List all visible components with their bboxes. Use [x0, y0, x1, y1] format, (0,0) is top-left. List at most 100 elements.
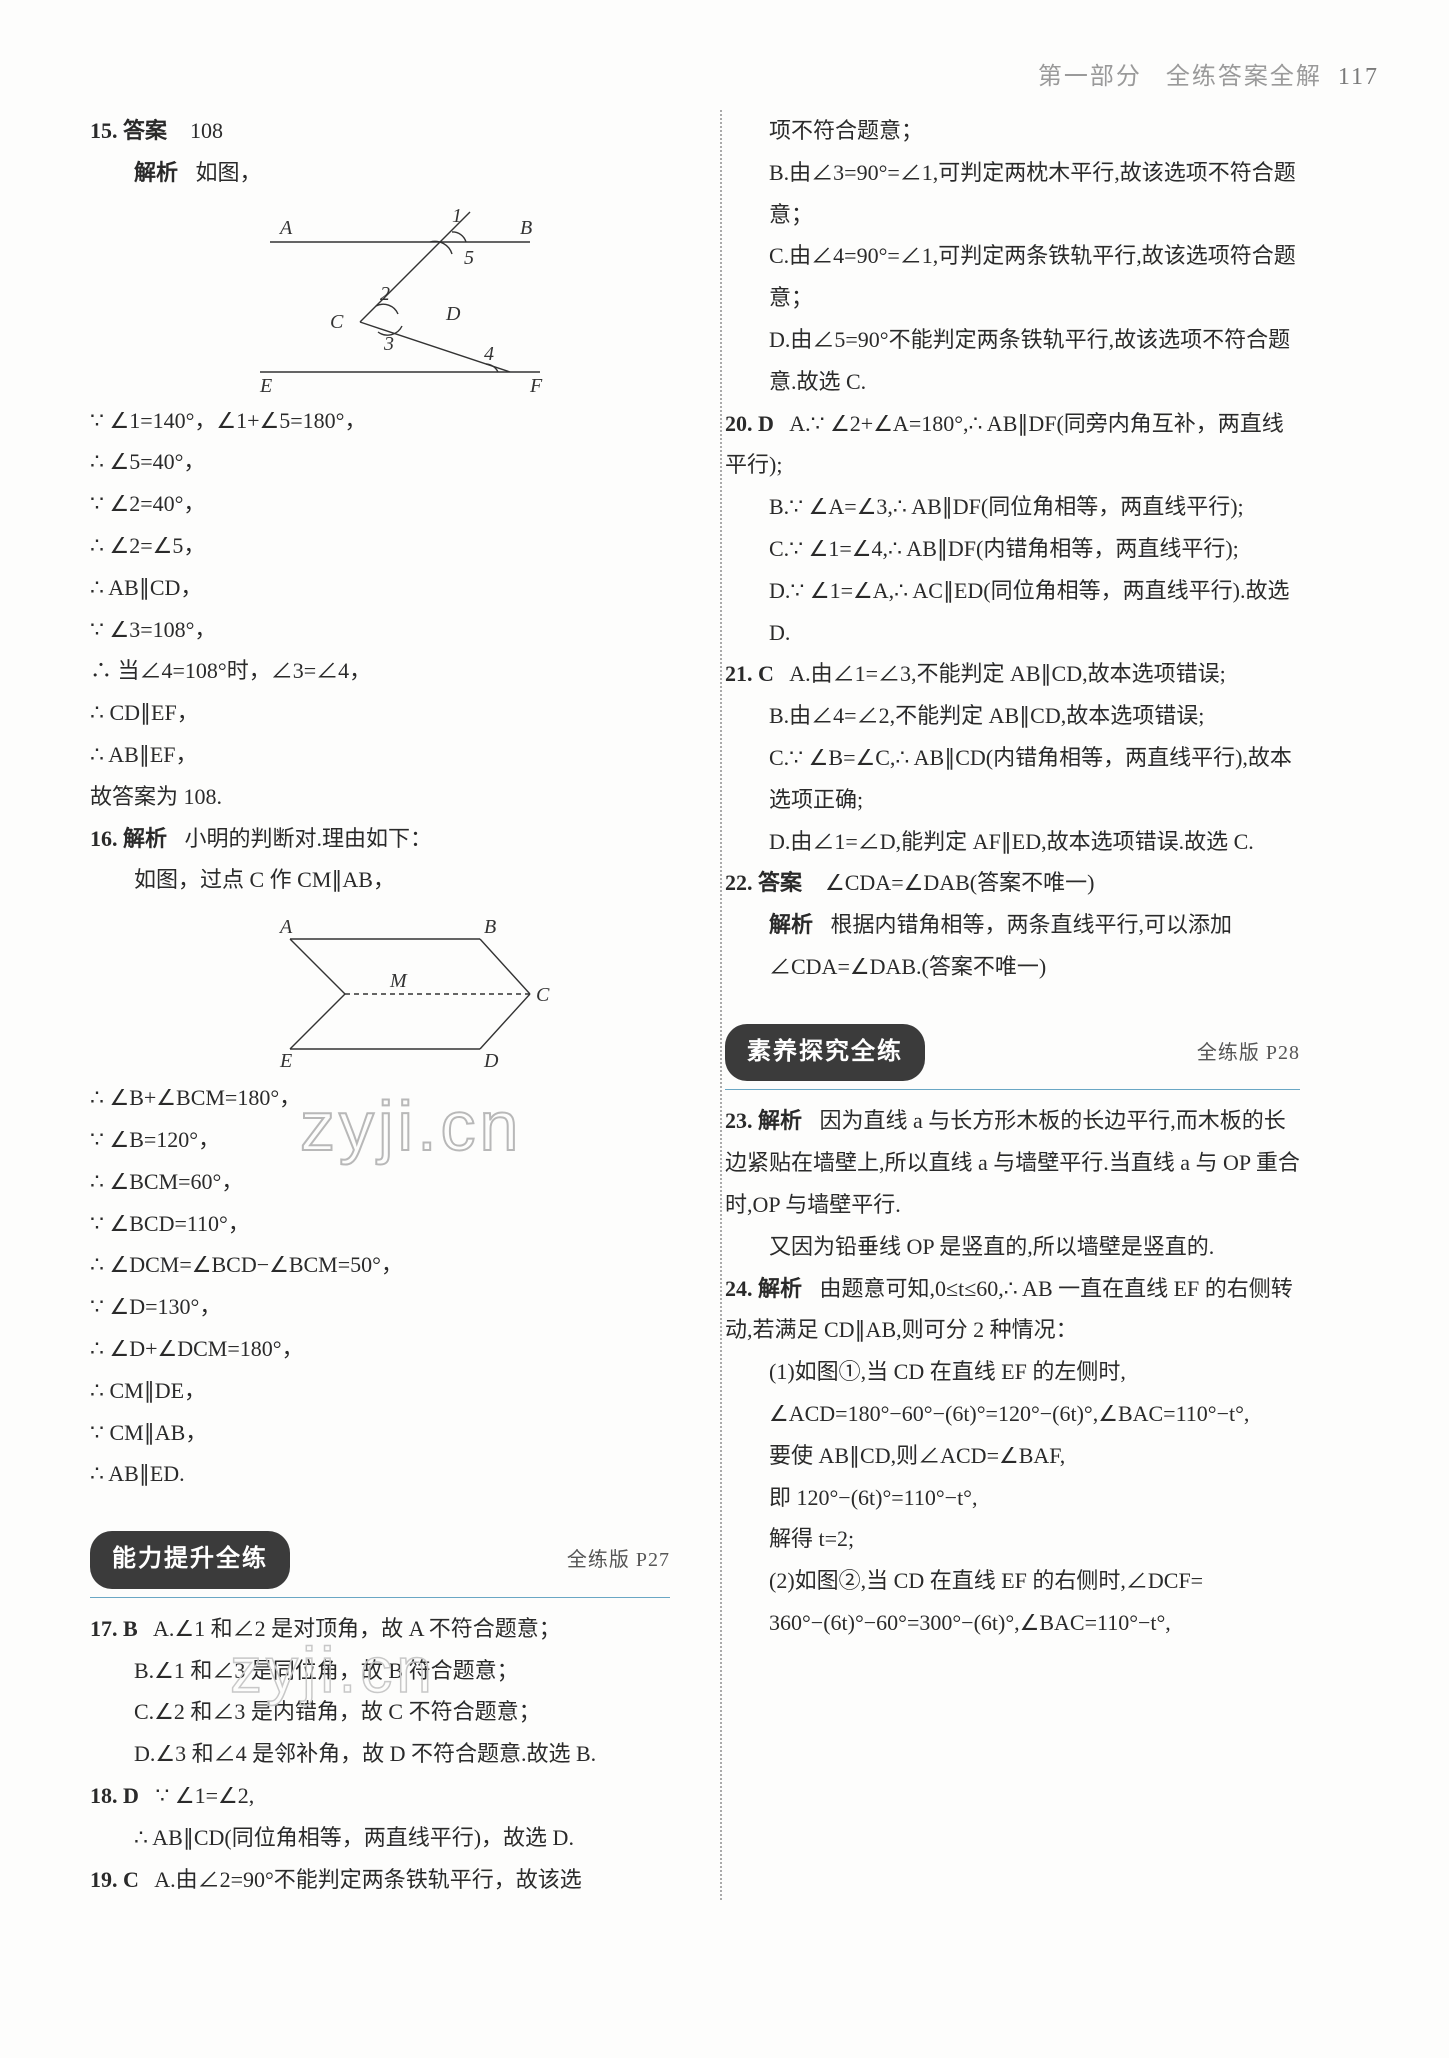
q15-l6: ∴ 当∠4=108°时，∠3=∠4， [90, 650, 670, 692]
left-column: 15. 答案 108 解析 如图， A B C D [90, 110, 695, 1900]
page-number: 117 [1338, 64, 1379, 90]
q20-head: 20. D A.∵ ∠2+∠A=180°,∴ AB∥DF(同旁内角互补，两直线平… [725, 403, 1300, 487]
q17-head: 17. B A.∠1 和∠2 是对顶角，故 A 不符合题意； [90, 1608, 670, 1650]
q19-D: D.由∠5=90°不能判定两条铁轨平行,故该选项不符合题意.故选 C. [725, 319, 1300, 403]
svg-text:5: 5 [464, 247, 474, 269]
q22-answer: ∠CDA=∠DAB(答案不唯一) [825, 870, 1094, 895]
q20-B: B.∵ ∠A=∠3,∴ AB∥DF(同位角相等，两直线平行); [725, 486, 1300, 528]
q19-A: A.由∠2=90°不能判定两条铁轨平行，故该选 [154, 1867, 582, 1892]
q18-head: 18. D ∵ ∠1=∠2, [90, 1775, 670, 1817]
q15-head: 15. 答案 108 [90, 110, 670, 152]
analysis-label: 解析 [769, 912, 813, 937]
q15-number: 15. [90, 118, 118, 143]
svg-text:2: 2 [380, 283, 390, 305]
q19-A2: 项不符合题意； [725, 110, 1300, 152]
q19-number: 19. [90, 1867, 118, 1892]
section-ability-ref: 全练版 P27 [567, 1541, 670, 1579]
q21-answer: C [758, 661, 774, 686]
q16-figure: A B C D E M [130, 909, 670, 1069]
two-column-layout: 15. 答案 108 解析 如图， A B C D [90, 110, 1389, 1900]
q15-jiexi-intro: 如图， [196, 160, 262, 185]
q17-B: B.∠1 和∠3 是同位角，故 B 符合题意； [90, 1650, 670, 1692]
q16-number: 16. [90, 826, 118, 851]
svg-text:E: E [259, 375, 272, 392]
svg-text:1: 1 [452, 205, 462, 227]
q24-p1a: (1)如图①,当 CD 在直线 EF 的左侧时, [725, 1351, 1300, 1393]
q17-C: C.∠2 和∠3 是内错角，故 C 不符合题意； [90, 1691, 670, 1733]
analysis-label: 解析 [758, 1108, 802, 1133]
q15-answer: 108 [190, 118, 223, 143]
svg-text:A: A [278, 916, 293, 938]
q21-A: A.由∠1=∠3,不能判定 AB∥CD,故本选项错误; [789, 661, 1226, 686]
q16-l7: ∴ CM∥DE， [90, 1370, 670, 1412]
header-part: 第一部分 [1038, 64, 1142, 90]
q22-jx: 解析 根据内错角相等，两条直线平行,可以添加∠CDA=∠DAB.(答案不唯一) [725, 904, 1300, 988]
svg-text:3: 3 [383, 333, 394, 355]
q15-figure: A B C D E F 1 5 2 3 4 [130, 202, 670, 392]
svg-text:C: C [330, 311, 344, 333]
q19-answer: C [123, 1867, 139, 1892]
q19-head: 19. C A.由∠2=90°不能判定两条铁轨平行，故该选 [90, 1859, 670, 1901]
right-column: 项不符合题意； B.由∠3=90°=∠1,可判定两枕木平行,故该选项不符合题意；… [695, 110, 1300, 1900]
q22-jx-text: 根据内错角相等，两条直线平行,可以添加∠CDA=∠DAB.(答案不唯一) [769, 912, 1232, 979]
q24-p2b: 360°−(6t)°−60°=300°−(6t)°,∠BAC=110°−t°, [725, 1602, 1300, 1644]
q20-A: A.∵ ∠2+∠A=180°,∴ AB∥DF(同旁内角互补，两直线平行); [725, 411, 1284, 478]
q18-l2: ∴ AB∥CD(同位角相等，两直线平行)，故选 D. [90, 1817, 670, 1859]
q24-p2a: (2)如图②,当 CD 在直线 EF 的右侧时,∠DCF= [725, 1560, 1300, 1602]
q15-l8: ∴ AB∥EF， [90, 734, 670, 776]
q15-l4: ∴ AB∥CD， [90, 567, 670, 609]
q24-intro: 由题意可知,0≤t≤60,∴ AB 一直在直线 EF 的右侧转动,若满足 CD∥… [725, 1276, 1293, 1343]
q16-intro: 小明的判断对.理由如下： [185, 826, 433, 851]
svg-text:E: E [279, 1050, 292, 1069]
q15-l3: ∴ ∠2=∠5， [90, 525, 670, 567]
q22-head: 22. 答案 ∠CDA=∠DAB(答案不唯一) [725, 862, 1300, 904]
q20-C: C.∵ ∠1=∠4,∴ AB∥DF(内错角相等，两直线平行); [725, 528, 1300, 570]
q16-l8: ∵ CM∥AB， [90, 1412, 670, 1454]
q24-p1c: 要使 AB∥CD,则∠ACD=∠BAF, [725, 1435, 1300, 1477]
q23-l1: 因为直线 a 与长方形木板的长边平行,而木板的长边紧贴在墙壁上,所以直线 a 与… [725, 1108, 1300, 1217]
q17-answer: B [123, 1616, 138, 1641]
q18-answer: D [123, 1783, 139, 1808]
section-quality-pill: 素养探究全练 [725, 1024, 925, 1082]
analysis-label: 解析 [758, 1276, 802, 1301]
q15-l5: ∵ ∠3=108°， [90, 609, 670, 651]
q16-intro2: 如图，过点 C 作 CM∥AB， [90, 859, 670, 901]
q15-l9: 故答案为 108. [90, 776, 670, 818]
q16-l1: ∵ ∠B=120°， [90, 1119, 670, 1161]
q21-head: 21. C A.由∠1=∠3,不能判定 AB∥CD,故本选项错误; [725, 653, 1300, 695]
section-ability-row: 能力提升全练 全练版 P27 [90, 1513, 670, 1598]
q21-C: C.∵ ∠B=∠C,∴ AB∥CD(内错角相等，两直线平行),故本选项正确; [725, 737, 1300, 821]
section-quality-ref: 全练版 P28 [1197, 1034, 1300, 1072]
analysis-label: 解析 [123, 826, 167, 851]
q18-number: 18. [90, 1783, 118, 1808]
q21-number: 21. [725, 661, 753, 686]
svg-text:M: M [389, 970, 408, 992]
column-divider [720, 110, 722, 1900]
q17-D: D.∠3 和∠4 是邻补角，故 D 不符合题意.故选 B. [90, 1733, 670, 1775]
q16-l0: ∴ ∠B+∠BCM=180°， [90, 1077, 670, 1119]
svg-text:D: D [445, 303, 461, 325]
q20-number: 20. [725, 411, 753, 436]
q24-p1e: 解得 t=2; [725, 1518, 1300, 1560]
header-title: 全练答案全解 [1166, 64, 1322, 90]
q16-head: 16. 解析 小明的判断对.理由如下： [90, 818, 670, 860]
q20-D: D.∵ ∠1=∠A,∴ AC∥ED(同位角相等，两直线平行).故选 D. [725, 570, 1300, 654]
q16-l5: ∵ ∠D=130°， [90, 1286, 670, 1328]
page-header: 第一部分 全练答案全解 117 [1038, 55, 1379, 101]
q20-answer: D [758, 411, 774, 436]
svg-text:A: A [278, 217, 293, 239]
q19-B: B.由∠3=90°=∠1,可判定两枕木平行,故该选项不符合题意； [725, 152, 1300, 236]
q24-p1b: ∠ACD=180°−60°−(6t)°=120°−(6t)°,∠BAC=110°… [725, 1393, 1300, 1435]
q17-number: 17. [90, 1616, 118, 1641]
q23-head: 23. 解析 因为直线 a 与长方形木板的长边平行,而木板的长边紧贴在墙壁上,所… [725, 1100, 1300, 1225]
analysis-label: 解析 [134, 160, 178, 185]
q16-l2: ∴ ∠BCM=60°， [90, 1161, 670, 1203]
q23-number: 23. [725, 1108, 753, 1133]
q22-number: 22. [725, 870, 753, 895]
q15-l2: ∵ ∠2=40°， [90, 483, 670, 525]
q16-l6: ∴ ∠D+∠DCM=180°， [90, 1328, 670, 1370]
section-ability-pill: 能力提升全练 [90, 1531, 290, 1589]
q16-l9: ∴ AB∥ED. [90, 1453, 670, 1495]
q16-l4: ∴ ∠DCM=∠BCD−∠BCM=50°， [90, 1244, 670, 1286]
svg-text:C: C [536, 984, 550, 1006]
